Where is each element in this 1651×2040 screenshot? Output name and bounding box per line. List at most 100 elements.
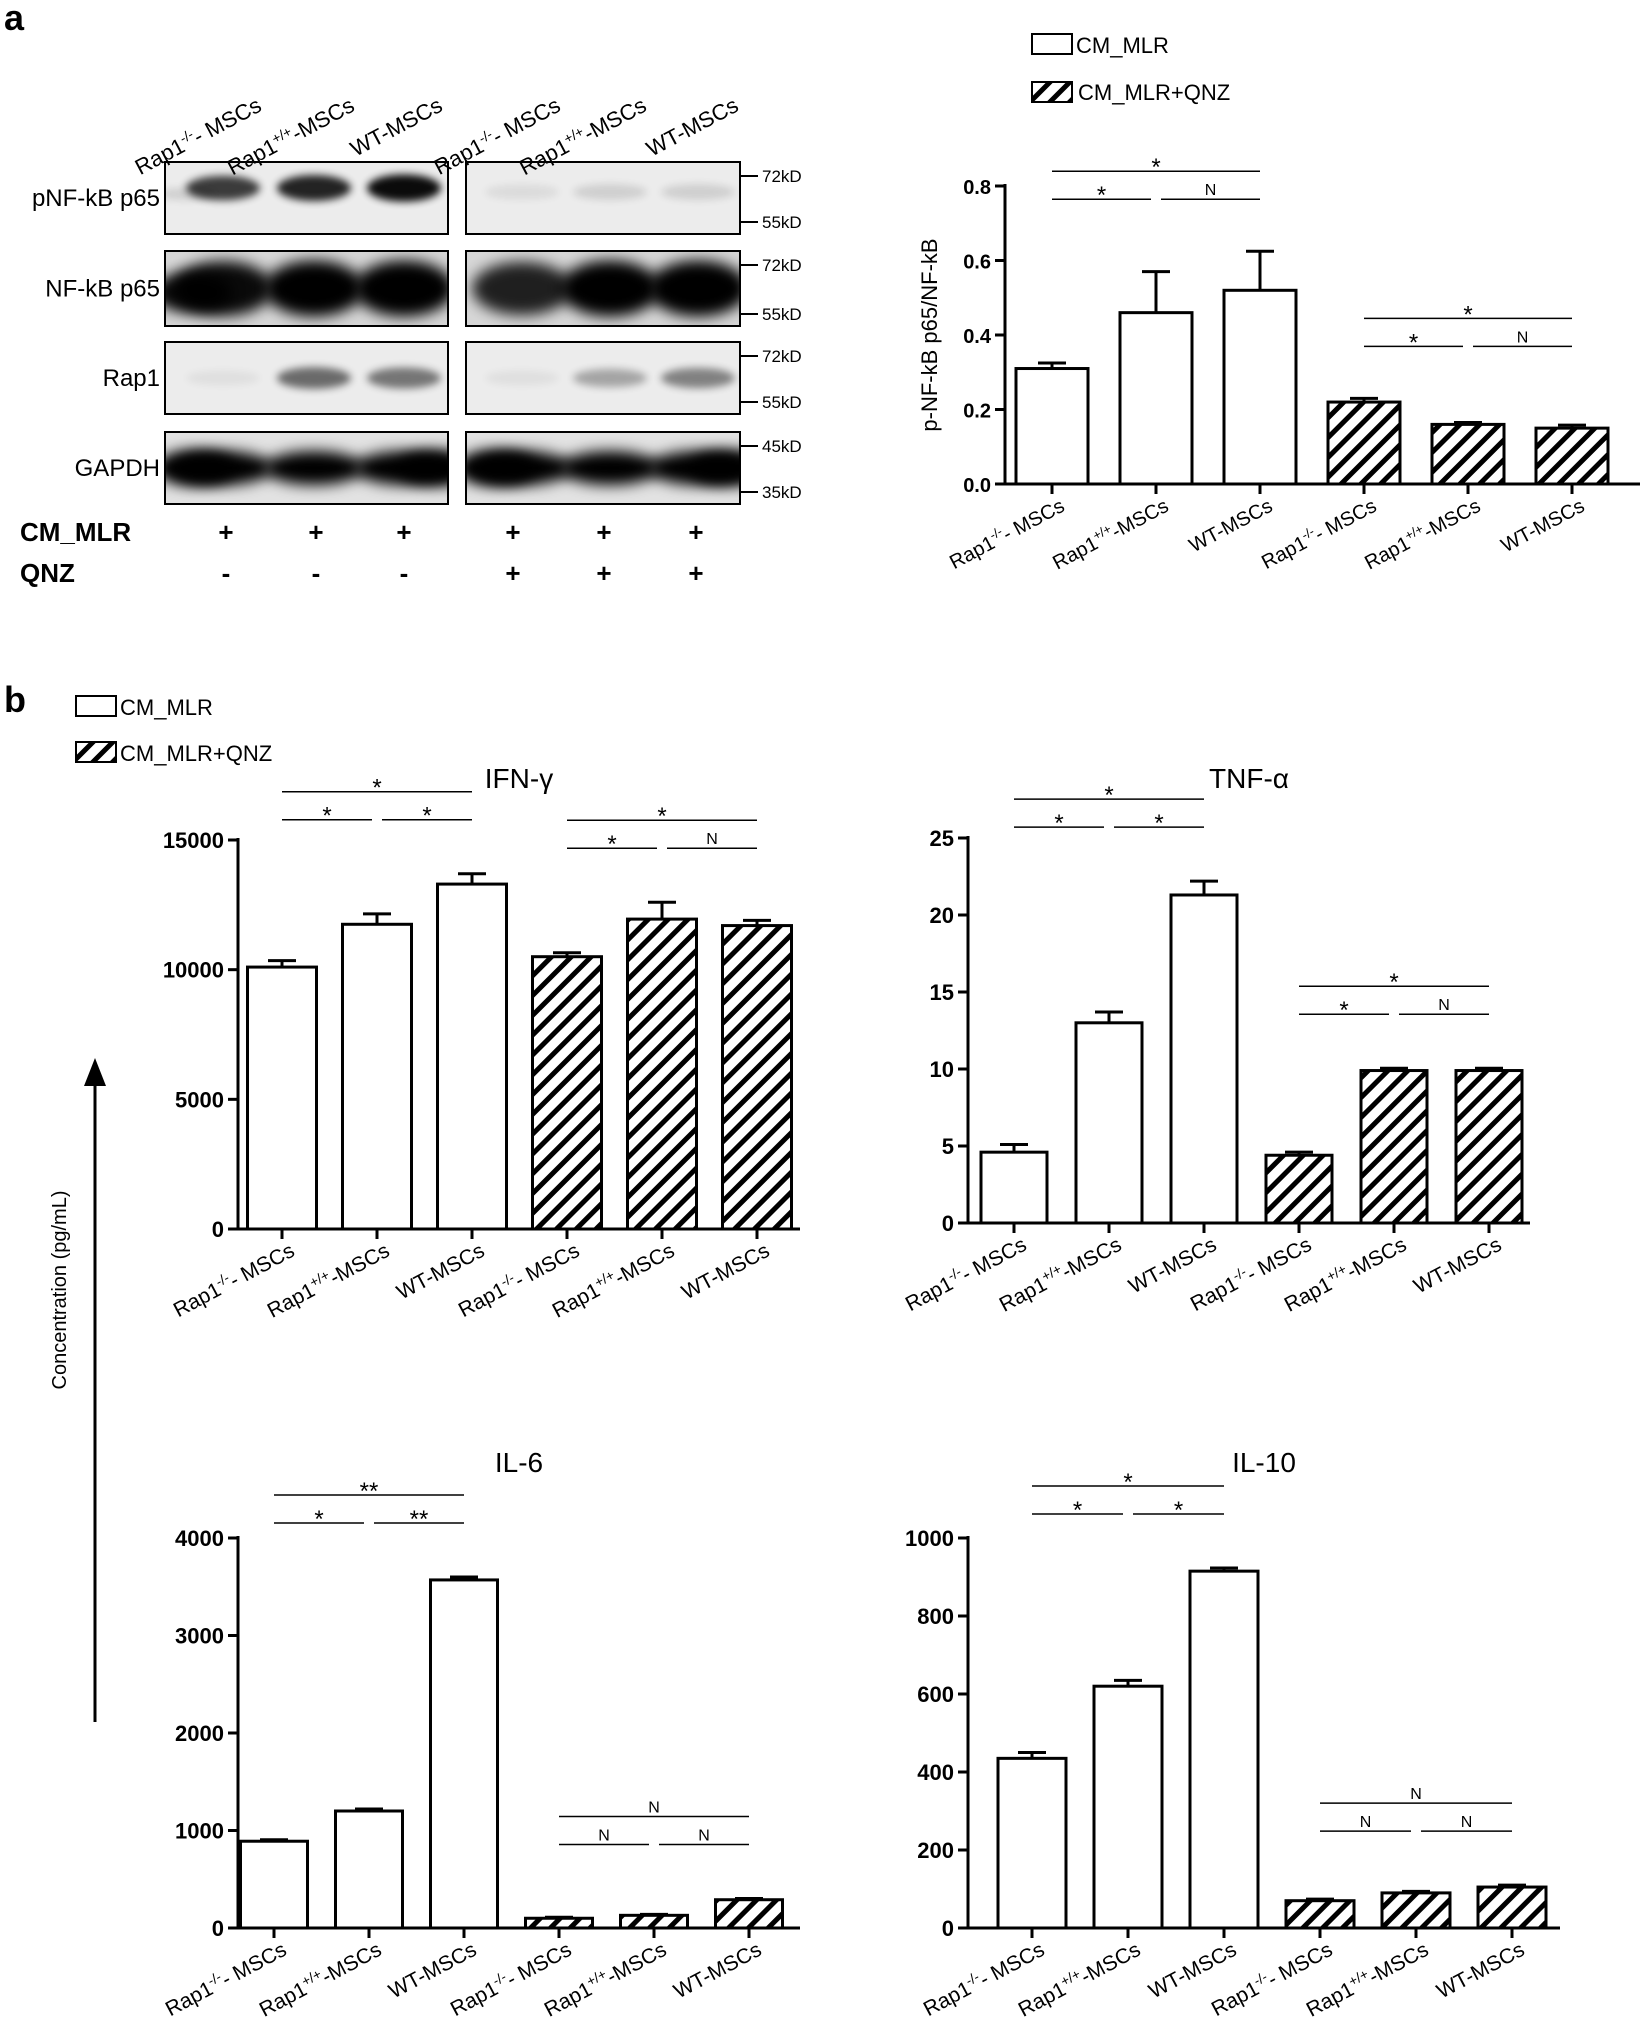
blot-bands: [165, 260, 448, 317]
blot-band: [277, 175, 351, 201]
bar: [1359, 1069, 1429, 1225]
blot-band: [165, 450, 235, 486]
legend-label-cm-mlr: CM_MLR: [120, 695, 213, 720]
marker-label: 72kD: [762, 167, 802, 186]
blot-bands: [186, 367, 441, 389]
significance-label: *: [1339, 997, 1348, 1024]
x-tick-label: WT-MSCs: [1410, 1233, 1505, 1298]
significance-label: *: [1389, 969, 1398, 996]
category-suffix: -MSCs: [1420, 495, 1484, 543]
category-suffix: -MSCs: [579, 92, 650, 146]
bar: [1118, 311, 1194, 486]
significance-label: N: [1205, 182, 1217, 199]
significance-label: N: [648, 1800, 660, 1817]
arrowhead-icon: [84, 1058, 106, 1086]
category-suffix: -MSCs: [1058, 1233, 1125, 1283]
treatment-value: +: [596, 558, 611, 588]
category-suffix: - MSCs: [226, 1239, 299, 1292]
category-suffix: -MSCs: [318, 1938, 385, 1988]
marker-label: 55kD: [762, 305, 802, 324]
x-tick-label: WT-MSCs: [1498, 495, 1589, 557]
significance-label: N: [698, 1828, 710, 1845]
significance-label: *: [1409, 329, 1418, 356]
y-tick-label: 15000: [163, 828, 224, 853]
category-suffix: -MSCs: [1365, 1938, 1432, 1988]
marker-label: 72kD: [762, 256, 802, 275]
blot-band: [560, 260, 660, 317]
y-tick-label: 0: [212, 1916, 224, 1941]
shared-y-axis-label: Concentration (pg/mL): [49, 1058, 106, 1722]
y-tick-label: 800: [917, 1604, 954, 1629]
chart-pnfkb: p-NF-kB p65/NF-kB 0.0 0.2 0.4 0.6 0.8 Rap1-/--…: [917, 154, 1640, 574]
y-tick-label: 3000: [175, 1624, 224, 1649]
x-tick-label: WT-MSCs: [678, 1239, 773, 1304]
y-tick-label: 5: [942, 1134, 954, 1159]
category-name: WT-MSCs: [642, 92, 742, 161]
x-tick-label: WT-MSCs: [670, 1938, 765, 2003]
y-tick-label: 10: [930, 1057, 954, 1082]
y-tick-label: 10000: [163, 958, 224, 983]
category-suffix: - MSCs: [958, 1233, 1031, 1286]
legend-label-cm-mlr-qnz: CM_MLR+QNZ: [120, 741, 272, 766]
y-tick-label: 2000: [175, 1721, 224, 1746]
bar: [436, 882, 508, 1231]
bar: [714, 1898, 784, 1930]
category-suffix: -MSCs: [611, 1239, 678, 1289]
category-name: WT-MSCs: [1498, 495, 1589, 557]
y-tick-label: 200: [917, 1838, 954, 1863]
legend-label-cm-mlr: CM_MLR: [1076, 33, 1169, 58]
bar: [1014, 367, 1090, 486]
blot-band: [165, 188, 214, 200]
significance-label: N: [706, 831, 718, 848]
y-tick-label: 400: [917, 1760, 954, 1785]
significance-label: *: [1154, 810, 1163, 837]
x-tick-label: Rap1+/+-MSCs: [1048, 492, 1173, 574]
y-tick-label: 0.0: [963, 475, 991, 497]
marker-label: 55kD: [762, 213, 802, 232]
significance-label: *: [1151, 154, 1160, 181]
category-suffix: - MSCs: [189, 92, 265, 148]
category-suffix: -MSCs: [603, 1938, 670, 1988]
bar: [1476, 1885, 1548, 1930]
significance-label: *: [1174, 1497, 1183, 1524]
blot-band: [466, 450, 536, 486]
treatment-value: +: [688, 517, 703, 547]
treatment-value: -: [312, 558, 321, 588]
treatment-label: QNZ: [20, 558, 75, 588]
y-tick-label: 25: [930, 826, 954, 851]
legend-swatch-plain: [1031, 33, 1073, 55]
bar: [531, 955, 603, 1231]
blot-band: [277, 367, 351, 389]
significance-label: *: [1097, 182, 1106, 209]
treatment-value: +: [596, 517, 611, 547]
significance-label: *: [1073, 1497, 1082, 1524]
treatment-value: -: [400, 558, 409, 588]
chart-title: IL-10: [1232, 1447, 1296, 1478]
blot-band: [186, 370, 260, 386]
significance-label: N: [1461, 1814, 1473, 1831]
y-tick-label: 600: [917, 1682, 954, 1707]
category-name: WT-MSCs: [1433, 1938, 1528, 2003]
x-tick-label: WT-MSCs: [1186, 495, 1277, 557]
legend-swatch-plain: [75, 695, 117, 717]
significance-label: N: [598, 1828, 610, 1845]
panel-label-b: b: [4, 679, 26, 720]
blot-band: [485, 184, 559, 200]
category-suffix: -MSCs: [1077, 1938, 1144, 1988]
marker-label: 35kD: [762, 483, 802, 502]
western-blot: pNF-kB p65 72kD 55kD NF-kB p65 72kD 55kD Rap1 7…: [20, 92, 802, 588]
legend-label-cm-mlr-qnz: CM_MLR+QNZ: [1078, 80, 1230, 105]
category-suffix: - MSCs: [999, 495, 1068, 546]
treatment-value: +: [505, 517, 520, 547]
blot-row-label: Rap1: [103, 365, 160, 392]
chart-title: TNF-α: [1209, 763, 1289, 794]
blot-band: [560, 451, 660, 485]
legend-panel-b: CM_MLR CM_MLR+QNZ: [75, 695, 272, 766]
blot-row-label: pNF-kB p65: [32, 185, 160, 212]
significance-label: N: [1517, 329, 1529, 346]
blot-row-label: GAPDH: [75, 455, 160, 482]
significance-label: *: [1123, 1469, 1132, 1496]
blot-band: [573, 184, 647, 200]
blot-band: [354, 260, 448, 317]
bar: [1534, 426, 1610, 486]
